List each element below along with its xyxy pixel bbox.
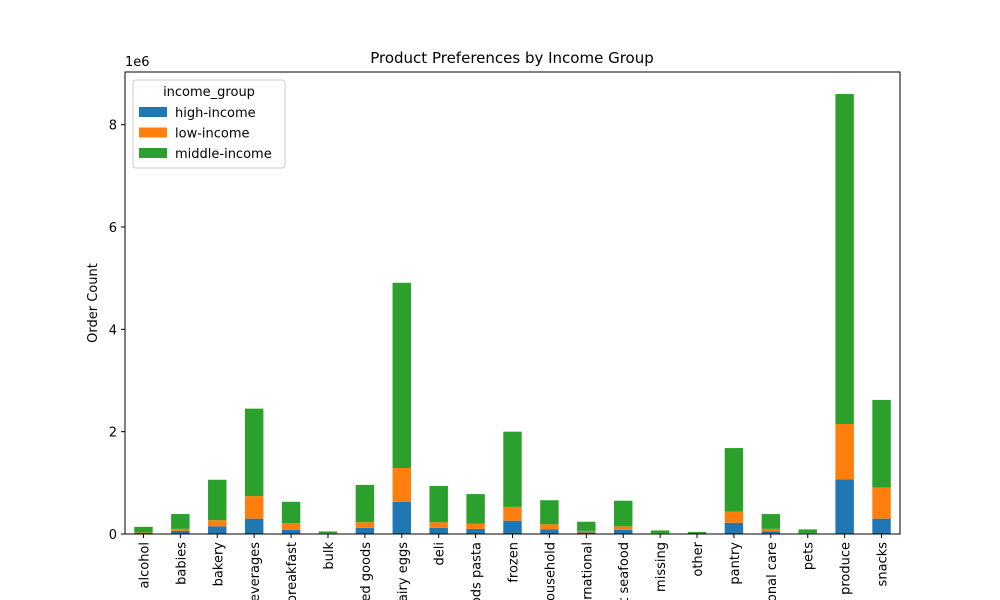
y-tick-label: 8 [109,119,117,134]
bar-segment [281,529,301,534]
bar-segment [613,529,633,534]
bar-segment [835,94,854,424]
legend-box [132,79,286,169]
bar-segment [466,523,485,529]
bar-segment [761,531,781,534]
x-tick-label: frozen [507,542,522,583]
bar-segment [687,531,707,534]
bar-segment [244,496,264,519]
bar-segment [281,523,301,530]
legend-swatch [139,127,167,138]
x-tick-label: dry goods pasta [470,542,485,600]
y-tick-label: 0 [109,528,117,543]
bar-segment [281,501,301,524]
bar-segment [577,530,596,533]
bar-segment [244,408,264,497]
legend-title: income_group [163,85,255,100]
bar-segment [171,530,190,534]
bar-segment [540,529,559,534]
x-tick-label: international [580,542,595,600]
x-tick-label: produce [839,542,854,595]
bar-segment [724,448,744,512]
x-tick-label: meat seafood [617,542,632,600]
bar-segment [835,479,854,534]
bar-segment [208,526,227,534]
bar-segment [613,500,633,527]
x-tick-label: missing [654,542,669,592]
bar-segment [134,526,153,533]
x-tick-label: other [691,541,706,576]
x-tick-label: dairy eggs [396,542,411,600]
chart-title: Product Preferences by Income Group [370,49,654,67]
bar-segment [577,532,596,534]
x-tick-label: beverages [248,542,263,600]
bar-segment [503,520,522,534]
x-tick-label: bakery [211,542,226,587]
bar-segment [318,531,338,533]
x-tick-label: snacks [876,542,891,587]
bar-segment [318,532,338,534]
bar-segment [171,514,190,529]
bar-segment [798,532,817,534]
bar-segment [503,431,522,507]
bar-segment [466,528,485,534]
bar-segment [392,501,412,534]
bar-segment [650,530,670,533]
bar-segment [355,527,375,534]
x-tick-label: canned goods [359,542,374,600]
axis-offset: 1e6 [125,55,150,70]
x-tick-label: breakfast [285,542,300,600]
x-tick-label: babies [174,542,189,585]
bar-segment [392,282,412,468]
y-axis-label: Order Count [86,263,101,343]
bar-segment [577,521,596,531]
bar-segment [872,518,891,534]
bar-segment [798,529,817,533]
bar-segment [503,506,522,521]
legend-label: high-income [175,106,256,121]
x-tick-label: bulk [322,542,337,570]
legend: income_group high-income low-income middle-… [132,79,286,169]
bar-segment [171,528,190,531]
bar-segment [724,511,744,523]
y-tick-label: 6 [109,221,117,236]
bar-segment [429,485,448,523]
x-tick-label: personal care [765,542,780,600]
legend-swatch [139,107,167,117]
bar-segment [429,527,448,534]
bar-segment [392,468,412,502]
bar-segment [613,526,633,530]
bar-segment [835,424,854,480]
bar-segment [724,522,744,534]
bar-segment [872,399,891,488]
legend-swatch [139,148,167,158]
bar-segment [540,500,559,525]
y-tick-label: 2 [109,426,117,441]
bar-segment [429,522,448,528]
bar-segment [540,524,559,530]
x-tick-label: alcohol [137,542,152,588]
bar-segment [134,532,153,534]
bar-segment [872,487,891,519]
legend-label: low-income [175,127,250,142]
x-tick-label: household [543,542,558,600]
bar-segment [244,518,264,534]
bar-segment [761,514,781,529]
x-tick-label: deli [433,542,448,565]
bar-segment [650,532,670,534]
bar-segment [355,484,375,523]
bar-segment [134,532,153,533]
x-tick-label: pets [802,542,817,570]
bar-segment [466,494,485,524]
y-tick-label: 4 [109,323,117,338]
legend-label: middle-income [175,147,272,162]
bar-segment [208,520,227,527]
bar-segment [355,522,375,528]
x-tick-label: pantry [728,542,743,585]
bar-segment [761,528,781,532]
bar-segment [208,479,227,521]
plot-frame [124,71,901,535]
